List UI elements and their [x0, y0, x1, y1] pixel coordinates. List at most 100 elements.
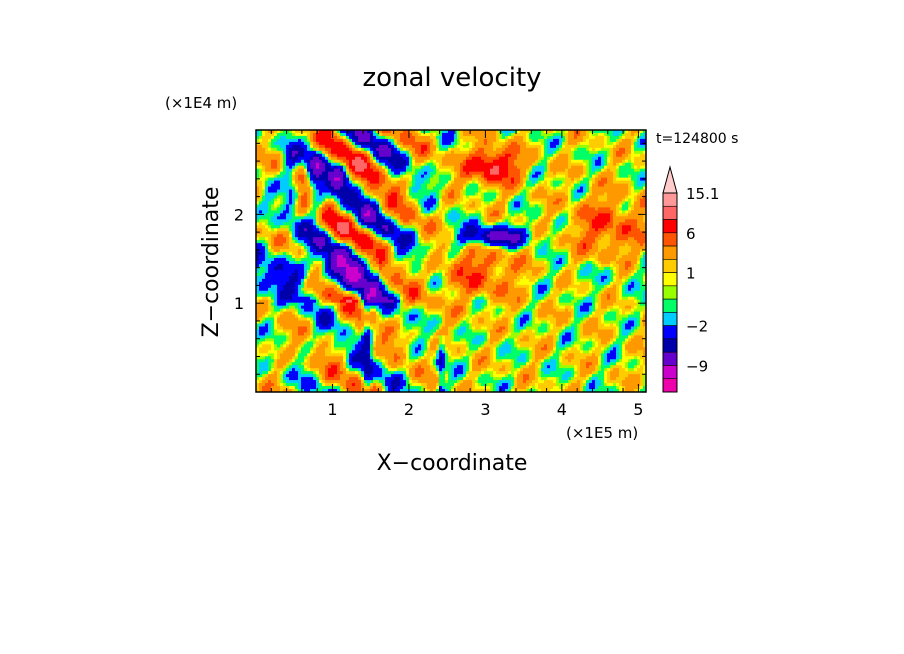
field-cell [322, 147, 326, 152]
field-cell [454, 225, 458, 229]
field-cell [322, 141, 326, 146]
field-cell [637, 174, 641, 179]
field-cell [496, 195, 500, 199]
field-cell [625, 198, 629, 202]
field-cell [523, 183, 527, 188]
field-cell [508, 135, 512, 140]
field-cell [631, 198, 635, 202]
field-cell [532, 150, 536, 155]
field-cell [388, 204, 392, 208]
field-cell [463, 201, 467, 205]
field-cell [604, 192, 608, 196]
field-cell [625, 192, 629, 196]
field-cell [520, 213, 524, 217]
field-cell [541, 189, 545, 194]
field-cell [505, 189, 509, 194]
field-cell [418, 189, 422, 194]
field-cell [391, 132, 395, 137]
field-cell [487, 189, 491, 194]
field-cell [493, 138, 497, 143]
field-cell [280, 162, 284, 167]
field-cell [277, 147, 281, 152]
field-cell [313, 141, 317, 146]
field-cell [367, 147, 371, 152]
field-cell [256, 150, 260, 155]
field-cell [355, 156, 359, 161]
field-cell [304, 243, 308, 247]
field-cell [628, 234, 632, 238]
field-cell [355, 231, 359, 235]
field-cell [451, 135, 455, 140]
field-cell [406, 138, 410, 143]
field-cell [466, 168, 470, 173]
field-cell [535, 219, 539, 223]
field-cell [598, 180, 602, 185]
field-cell [376, 132, 380, 137]
field-cell [619, 192, 623, 196]
field-cell [436, 159, 440, 164]
field-cell [355, 225, 359, 229]
field-cell [550, 219, 554, 223]
field-cell [415, 141, 419, 146]
field-cell [514, 186, 518, 191]
field-cell [586, 135, 590, 140]
field-cell [373, 186, 377, 191]
field-cell [487, 192, 491, 196]
field-cell [427, 195, 431, 199]
field-cell [502, 159, 506, 164]
field-cell [259, 159, 263, 164]
field-cell [595, 186, 599, 191]
field-cell [601, 168, 605, 173]
field-cell [505, 177, 509, 182]
field-cell [475, 159, 479, 164]
field-cell [640, 192, 644, 196]
field-cell [460, 228, 464, 232]
field-cell [568, 192, 572, 196]
field-cell [505, 162, 509, 167]
field-cell [445, 153, 449, 158]
field-cell [280, 243, 284, 247]
field-cell [424, 216, 428, 220]
field-cell [601, 177, 605, 182]
field-cell [601, 219, 605, 223]
field-cell [541, 135, 545, 140]
field-cell [439, 183, 443, 188]
field-cell [547, 192, 551, 196]
field-cell [616, 213, 620, 217]
field-cell [520, 138, 524, 143]
field-cell [628, 138, 632, 143]
field-cell [469, 240, 473, 244]
field-cell [514, 192, 518, 196]
field-cell [262, 225, 266, 229]
field-cell [406, 222, 410, 226]
field-cell [556, 219, 560, 223]
field-cell [448, 162, 452, 167]
field-cell [505, 195, 509, 199]
field-cell [265, 189, 269, 194]
field-cell [583, 216, 587, 220]
field-cell [304, 165, 308, 170]
field-cell [643, 222, 647, 226]
field-cell [388, 174, 392, 179]
field-cell [619, 228, 623, 232]
field-cell [490, 162, 494, 167]
field-cell [319, 183, 323, 188]
field-cell [499, 222, 503, 226]
field-cell [343, 237, 347, 241]
field-cell [370, 192, 374, 196]
field-cell [526, 240, 530, 244]
field-cell [400, 138, 404, 143]
field-cell [412, 174, 416, 179]
field-cell [394, 159, 398, 164]
field-cell [508, 180, 512, 185]
field-cell [490, 210, 494, 214]
field-cell [637, 180, 641, 185]
field-cell [439, 162, 443, 167]
field-cell [265, 162, 269, 167]
field-cell [469, 156, 473, 161]
field-cell [331, 237, 335, 241]
field-cell [556, 153, 560, 158]
field-cell [286, 198, 290, 202]
field-cell [598, 207, 602, 211]
field-cell [352, 141, 356, 146]
